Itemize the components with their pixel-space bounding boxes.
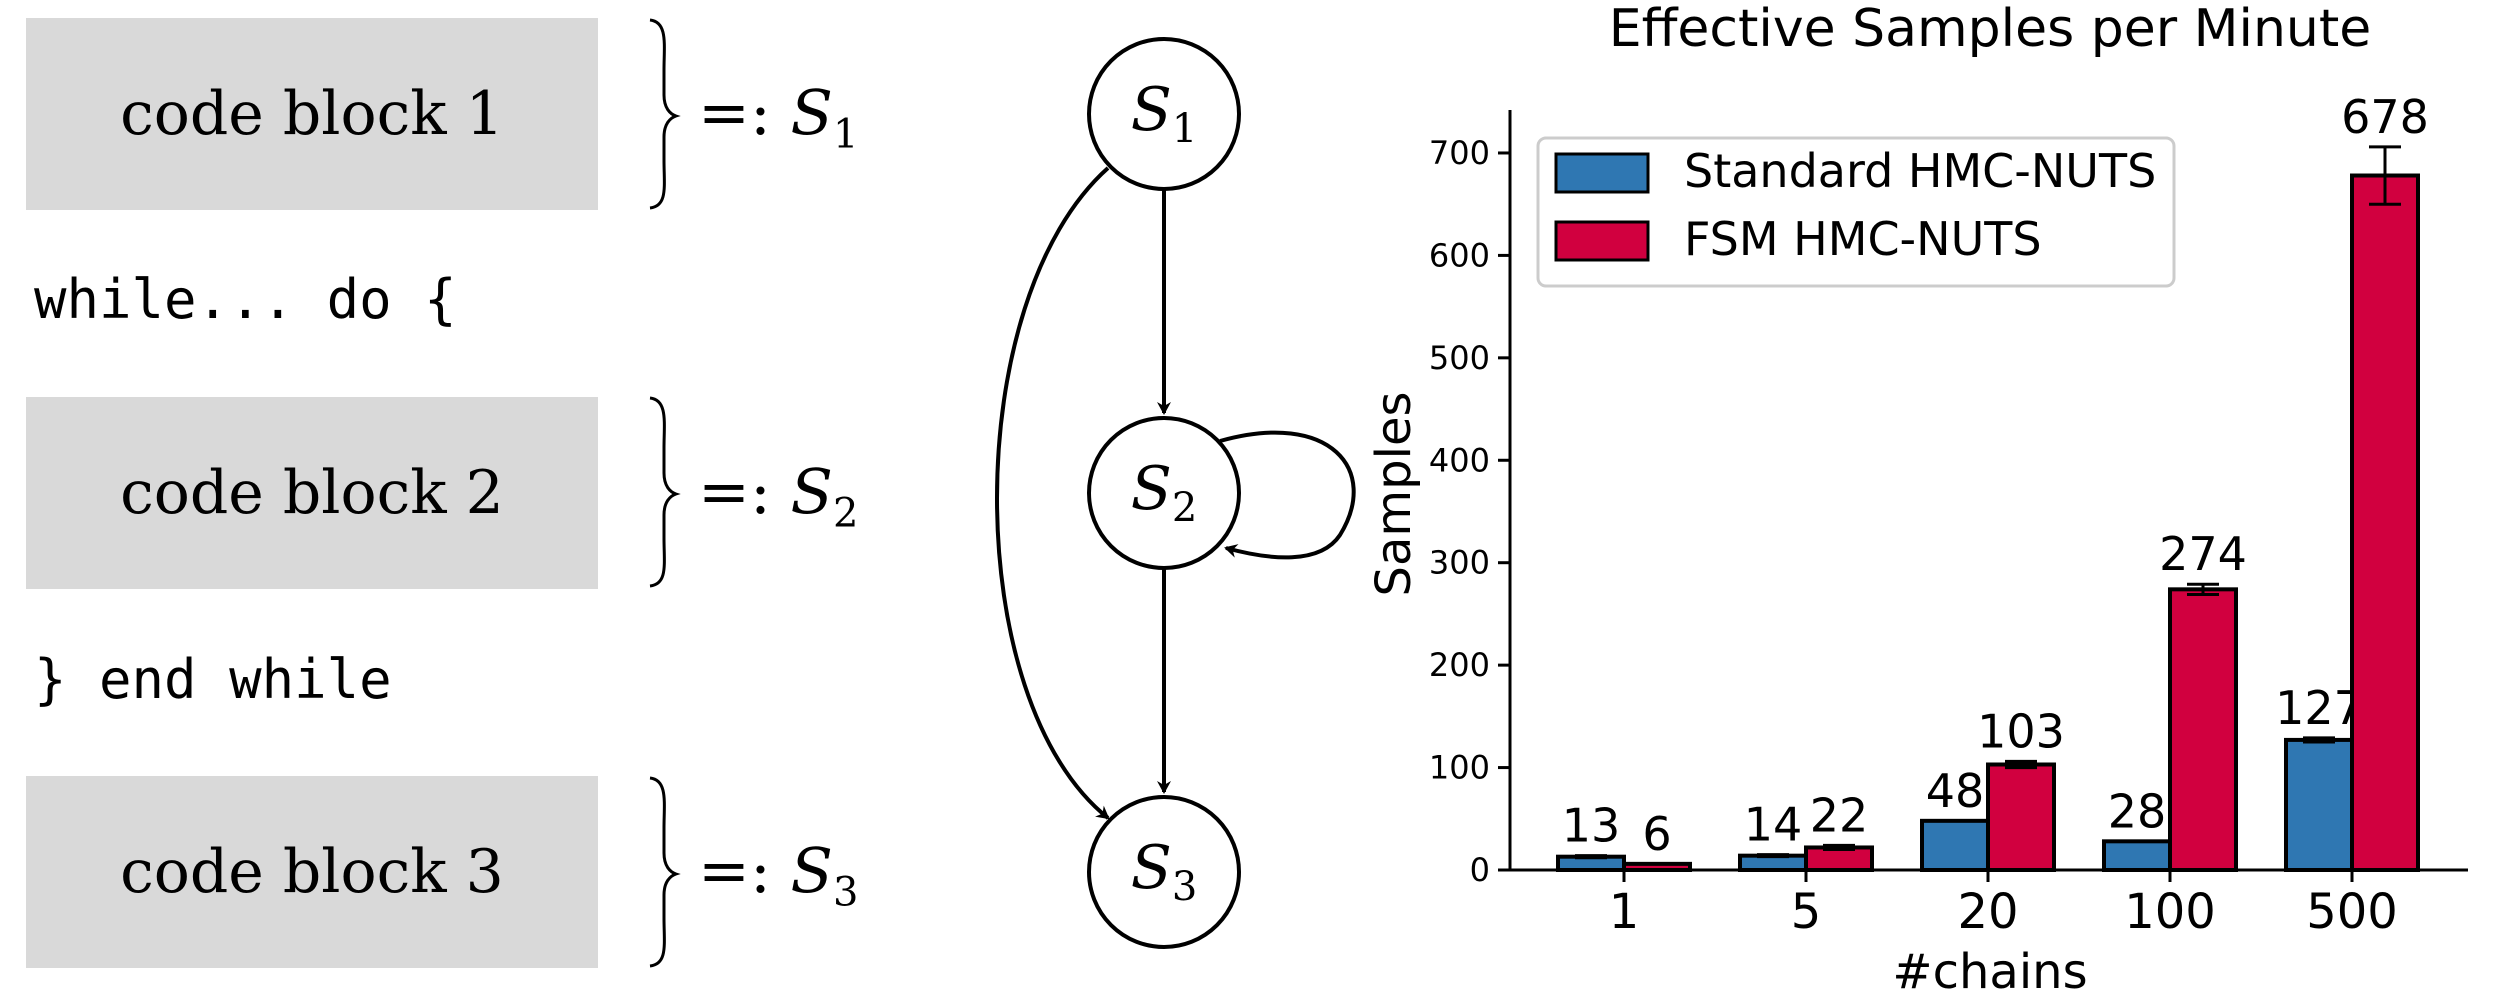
- legend-label: Standard HMC-NUTS: [1684, 144, 2156, 198]
- data-label: 127: [2275, 681, 2363, 735]
- definition-s1-sub: 1: [833, 111, 859, 158]
- node-s3-label: S3: [1131, 833, 1198, 910]
- definition-s1: =: S1: [698, 76, 858, 157]
- definition-s2: =: S2: [698, 455, 858, 536]
- data-label: 48: [1926, 764, 1985, 818]
- y-tick-label: 100: [1429, 749, 1490, 787]
- x-tick-label: 500: [2306, 884, 2398, 940]
- data-label: 274: [2159, 527, 2247, 581]
- code-block-2-label: code block 2: [120, 458, 504, 528]
- y-tick-label: 300: [1429, 544, 1490, 582]
- data-label: 28: [2108, 784, 2167, 838]
- legend-swatch: [1554, 152, 1650, 194]
- y-tick-label: 700: [1429, 134, 1490, 172]
- while-line: while... do {: [34, 268, 457, 331]
- chart-title: Effective Samples per Minute: [1609, 0, 2372, 59]
- node-s2: [1087, 416, 1241, 570]
- x-tick-label: 20: [1957, 884, 2018, 940]
- bar-standard-20: [1920, 818, 1990, 873]
- node-s2-label: S2: [1131, 454, 1198, 531]
- data-label: 6: [1642, 807, 1671, 861]
- defines-symbol-2: =:: [698, 455, 791, 528]
- brace-1: [649, 18, 681, 210]
- legend-swatch: [1554, 220, 1650, 262]
- brace-2: [649, 396, 681, 588]
- definition-s3-sub: 3: [833, 869, 859, 916]
- y-tick-label: 600: [1429, 236, 1490, 274]
- code-block-3: code block 3: [26, 776, 598, 968]
- y-tick-label: 200: [1429, 646, 1490, 684]
- code-block-3-label: code block 3: [120, 837, 504, 907]
- edge-s2-self-loop: [1219, 430, 1356, 560]
- node-s1-label: S1: [1131, 75, 1198, 152]
- code-block-1-label: code block 1: [120, 79, 504, 149]
- bar-standard-100: [2102, 839, 2172, 872]
- legend-box: [1536, 136, 2176, 288]
- defines-symbol-1: =:: [698, 76, 791, 149]
- brace-3: [649, 776, 681, 968]
- bar-fsm-500: [2350, 173, 2420, 872]
- data-label: 678: [2341, 90, 2429, 144]
- definition-s3-symbol: S: [790, 834, 834, 907]
- y-axis-label: Samples: [1366, 392, 1422, 597]
- y-tick-label: 500: [1429, 339, 1490, 377]
- defines-symbol-3: =:: [698, 834, 791, 907]
- edge-s1-s3: [995, 166, 1110, 820]
- code-block-1: code block 1: [26, 18, 598, 210]
- y-tick-label: 400: [1429, 441, 1490, 479]
- data-label: 14: [1744, 798, 1803, 852]
- definition-s3: =: S3: [698, 834, 858, 915]
- data-label: 22: [1810, 788, 1869, 842]
- end-while-line: } end while: [34, 648, 392, 711]
- node-s1: [1087, 37, 1241, 191]
- definition-s2-sub: 2: [833, 490, 859, 537]
- data-label: 13: [1562, 799, 1621, 853]
- code-block-2: code block 2: [26, 397, 598, 589]
- definition-s1-symbol: S: [790, 76, 834, 149]
- x-tick-label: 5: [1791, 884, 1822, 940]
- y-tick-label: 0: [1470, 851, 1490, 889]
- data-label: 103: [1977, 704, 2065, 758]
- x-axis-label: #chains: [1892, 944, 2087, 995]
- x-tick-label: 100: [2124, 884, 2216, 940]
- definition-s2-symbol: S: [790, 455, 834, 528]
- bar-fsm-100: [2168, 587, 2238, 872]
- node-s3: [1087, 795, 1241, 949]
- bar-standard-500: [2284, 737, 2354, 873]
- bar-fsm-20: [1986, 762, 2056, 872]
- x-tick-label: 1: [1609, 884, 1640, 940]
- legend-label: FSM HMC-NUTS: [1684, 212, 2042, 266]
